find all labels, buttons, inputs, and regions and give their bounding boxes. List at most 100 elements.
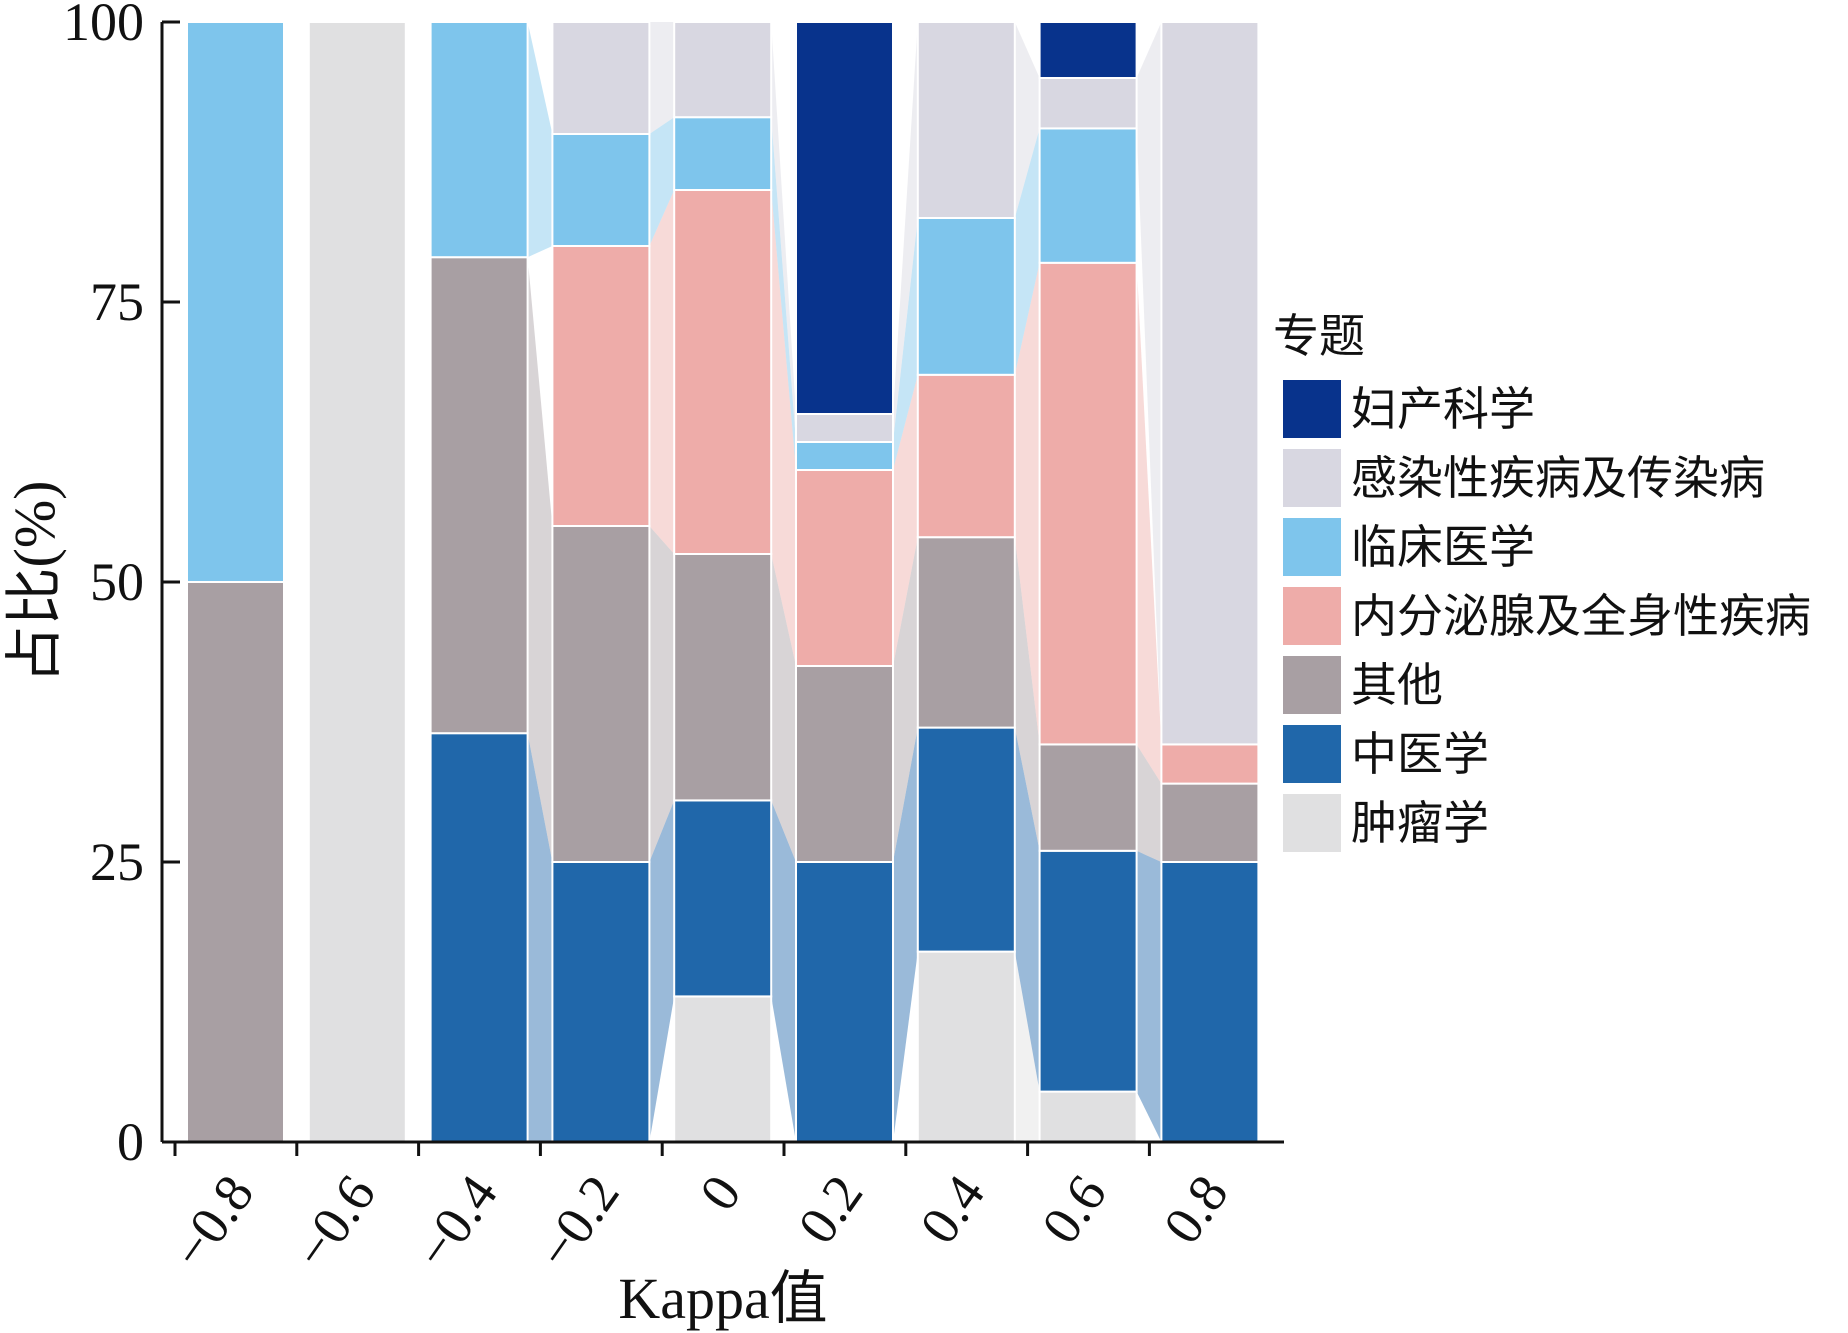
flow-band-其他 [649,526,675,862]
bar-segment-中医学 [673,799,773,998]
bar-segment-中医学 [916,726,1016,953]
flow-band-临床医学 [1014,128,1040,375]
flow-band-临床医学 [649,117,675,246]
legend-swatch-临床医学 [1283,518,1341,576]
flow-band-内分泌腺及全身性疾病 [893,374,918,666]
bar-segment-妇产科学 [1038,21,1138,79]
x-tick-label: −0.4 [404,1164,509,1279]
bar-segment-中医学 [429,732,529,1143]
bar-segment-临床医学 [795,441,894,471]
bar-segment-肿瘤学 [916,950,1016,1143]
bar-segment-内分泌腺及全身性疾病 [551,245,651,527]
x-ticks: −0.8 −0.6 −0.4 −0.2 0 0.2 0.4 0.6 0.8 [160,1142,1240,1279]
bar-segment-中医学 [795,861,894,1143]
bar-segment-临床医学 [916,217,1016,376]
bar-segment-其他 [551,525,651,863]
bar-segment-肿瘤学 [307,21,407,1143]
bar-segment-感染性疾病及传染病 [795,413,894,443]
flow-band-内分泌腺及全身性疾病 [1136,262,1162,784]
y-tick-label: 25 [90,832,144,892]
legend-swatch-中医学 [1283,725,1341,783]
flow-band-临床医学 [771,117,796,470]
legend-swatch-妇产科学 [1283,380,1341,438]
flow-band-中医学 [771,800,796,1142]
bar-segment-其他 [429,256,529,735]
legend-label-肿瘤学: 肿瘤学 [1351,798,1489,849]
legend-label-中医学: 中医学 [1351,729,1489,780]
x-tick-label: 0.8 [1152,1164,1240,1254]
bar-segment-临床医学 [551,133,651,247]
x-tick-label: 0.2 [786,1164,874,1254]
legend-label-其他: 其他 [1351,660,1443,711]
y-tick-label: 100 [63,0,144,52]
flow-band-临床医学 [527,22,553,258]
bar-segment-中医学 [551,861,651,1143]
bar-segment-其他 [186,581,285,1143]
flow-band-其他 [1014,537,1040,851]
bar-segment-感染性疾病及传染病 [551,21,651,135]
bar-segment-内分泌腺及全身性疾病 [916,373,1016,539]
flow-bands [527,22,1162,1142]
y-ticks: 0 25 50 75 100 [63,0,180,1172]
bar-segment-内分泌腺及全身性疾病 [673,189,773,555]
x-tick-label: −0.2 [525,1164,630,1279]
bar-segment-感染性疾病及传染病 [673,21,773,119]
y-tick-label: 0 [117,1112,144,1172]
bar-segment-其他 [673,553,773,802]
flow-band-中医学 [649,800,675,1142]
x-tick-label: 0 [688,1164,753,1221]
y-axis-title: 占比(%) [2,481,67,684]
flow-band-肿瘤学 [1014,951,1040,1142]
legend-label-妇产科学: 妇产科学 [1351,384,1535,435]
flow-band-其他 [1136,744,1162,862]
y-tick-label: 75 [90,272,144,332]
legend-swatch-内分泌腺及全身性疾病 [1283,587,1341,645]
bar-segment-其他 [795,665,894,863]
x-tick-label: −0.6 [282,1164,387,1279]
flow-band-其他 [771,554,796,862]
legend-label-临床医学: 临床医学 [1351,522,1535,573]
bar-segment-感染性疾病及传染病 [1160,21,1260,746]
flow-band-其他 [893,537,918,862]
y-tick-label: 50 [90,552,144,612]
flow-band-内分泌腺及全身性疾病 [649,190,675,554]
legend-swatch-其他 [1283,656,1341,714]
flow-band-其他 [527,257,553,862]
legend-title: 专题 [1273,311,1365,362]
bar-segment-中医学 [1038,849,1138,1093]
flow-band-感染性疾病及传染病 [893,22,918,442]
bar-segment-感染性疾病及传染病 [1038,77,1138,130]
legend-label-内分泌腺及全身性疾病: 内分泌腺及全身性疾病 [1351,591,1811,642]
flow-band-感染性疾病及传染病 [771,22,796,442]
flow-band-中医学 [1014,727,1040,1092]
bar-segment-临床医学 [1038,127,1138,264]
flow-band-内分泌腺及全身性疾病 [771,190,796,666]
x-tick-label: 0.4 [908,1164,996,1254]
bar-segment-临床医学 [673,116,773,191]
bar-segment-其他 [916,536,1016,729]
bar-segment-临床医学 [429,21,529,259]
bar-segment-肿瘤学 [673,995,773,1144]
bar-segment-临床医学 [186,21,285,583]
x-tick-label: 0.6 [1030,1164,1118,1254]
x-tick-label: −0.8 [160,1164,265,1279]
bar-segment-其他 [1038,743,1138,852]
flow-band-感染性疾病及传染病 [1136,22,1162,745]
bar-segment-妇产科学 [795,21,894,415]
bar-segment-内分泌腺及全身性疾病 [795,469,894,667]
bar-segment-感染性疾病及传染病 [916,21,1016,219]
flow-band-临床医学 [893,218,918,470]
legend-swatch-肿瘤学 [1283,794,1341,852]
bar-stacks [186,21,1260,1144]
flow-band-中医学 [1136,850,1162,1142]
legend-label-感染性疾病及传染病: 感染性疾病及传染病 [1351,453,1765,504]
flow-band-中医学 [527,733,553,1142]
flow-band-中医学 [893,727,918,1142]
flow-band-内分泌腺及全身性疾病 [1014,262,1040,745]
bar-segment-内分泌腺及全身性疾病 [1160,743,1260,785]
flow-band-感染性疾病及传染病 [1014,22,1040,218]
bar-segment-肿瘤学 [1038,1090,1138,1143]
bar-segment-中医学 [1160,861,1260,1143]
